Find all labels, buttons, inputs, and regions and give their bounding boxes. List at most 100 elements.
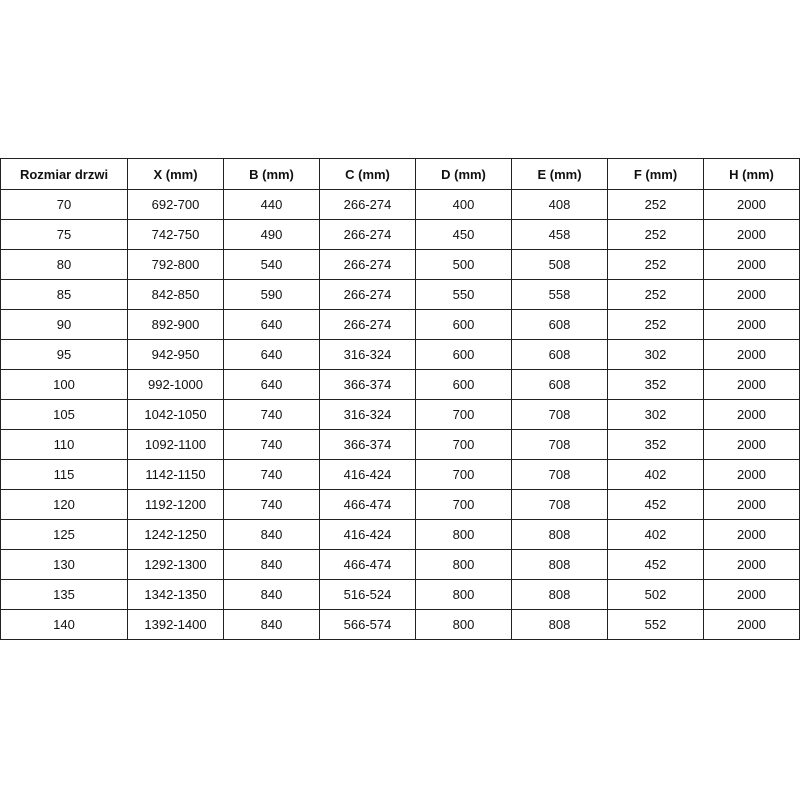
- table-cell: 400: [415, 189, 512, 220]
- header-cell: F (mm): [607, 158, 704, 190]
- table-cell: 640: [223, 309, 320, 340]
- table-cell: 450: [415, 219, 512, 250]
- table-cell: 740: [223, 429, 320, 460]
- table-row: 105 1042-1050 740 316-324 700 708 302 2000: [0, 399, 800, 430]
- table-cell: 792-800: [127, 249, 224, 280]
- table-cell: 2000: [703, 219, 800, 250]
- table-row: 120 1192-1200 740 466-474 700 708 452 2000: [0, 489, 800, 520]
- table-cell: 1092-1100: [127, 429, 224, 460]
- header-cell: D (mm): [415, 158, 512, 190]
- table-cell: 316-324: [319, 399, 416, 430]
- header-cell: C (mm): [319, 158, 416, 190]
- table-cell: 740: [223, 399, 320, 430]
- table-cell: 502: [607, 579, 704, 610]
- table-cell: 2000: [703, 369, 800, 400]
- table-cell: 100: [0, 369, 128, 400]
- table-cell: 800: [415, 549, 512, 580]
- table-cell: 692-700: [127, 189, 224, 220]
- table-cell: 1342-1350: [127, 579, 224, 610]
- table-cell: 640: [223, 369, 320, 400]
- table-cell: 640: [223, 339, 320, 370]
- table-cell: 800: [415, 609, 512, 640]
- table-cell: 302: [607, 399, 704, 430]
- table-cell: 2000: [703, 609, 800, 640]
- table-cell: 540: [223, 249, 320, 280]
- table-row: 130 1292-1300 840 466-474 800 808 452 2000: [0, 549, 800, 580]
- table-cell: 252: [607, 189, 704, 220]
- table-cell: 408: [511, 189, 608, 220]
- table-cell: 892-900: [127, 309, 224, 340]
- table-cell: 708: [511, 459, 608, 490]
- header-row: Rozmiar drzwi X (mm) B (mm) C (mm) D (mm) E (…: [0, 158, 800, 190]
- table-cell: 700: [415, 429, 512, 460]
- table-cell: 608: [511, 369, 608, 400]
- table-cell: 2000: [703, 489, 800, 520]
- table-cell: 840: [223, 549, 320, 580]
- table-cell: 1142-1150: [127, 459, 224, 490]
- table-cell: 800: [415, 519, 512, 550]
- table-cell: 266-274: [319, 309, 416, 340]
- table-cell: 252: [607, 279, 704, 310]
- table-row: 100 992-1000 640 366-374 600 608 352 2000: [0, 369, 800, 400]
- table-cell: 316-324: [319, 339, 416, 370]
- table-row: 80 792-800 540 266-274 500 508 252 2000: [0, 249, 800, 280]
- table-cell: 1292-1300: [127, 549, 224, 580]
- table-cell: 508: [511, 249, 608, 280]
- table-cell: 302: [607, 339, 704, 370]
- header-cell: X (mm): [127, 158, 224, 190]
- dimension-table: Rozmiar drzwi X (mm) B (mm) C (mm) D (mm) E (…: [0, 158, 800, 640]
- table-cell: 600: [415, 339, 512, 370]
- table-cell: 840: [223, 609, 320, 640]
- table-cell: 135: [0, 579, 128, 610]
- table-cell: 120: [0, 489, 128, 520]
- table-cell: 700: [415, 459, 512, 490]
- table-row: 70 692-700 440 266-274 400 408 252 2000: [0, 189, 800, 220]
- table-cell: 708: [511, 429, 608, 460]
- table-cell: 2000: [703, 279, 800, 310]
- table-cell: 2000: [703, 309, 800, 340]
- table-cell: 700: [415, 399, 512, 430]
- table-cell: 1242-1250: [127, 519, 224, 550]
- table-cell: 452: [607, 549, 704, 580]
- table-cell: 2000: [703, 189, 800, 220]
- header-cell: E (mm): [511, 158, 608, 190]
- table-cell: 2000: [703, 519, 800, 550]
- table-cell: 2000: [703, 549, 800, 580]
- table-cell: 700: [415, 489, 512, 520]
- table-cell: 2000: [703, 399, 800, 430]
- table-cell: 600: [415, 309, 512, 340]
- table-row: 95 942-950 640 316-324 600 608 302 2000: [0, 339, 800, 370]
- table-cell: 1192-1200: [127, 489, 224, 520]
- table-cell: 440: [223, 189, 320, 220]
- table-body: 70 692-700 440 266-274 400 408 252 2000 75 742-75…: [0, 189, 800, 640]
- table-cell: 366-374: [319, 429, 416, 460]
- table-cell: 2000: [703, 579, 800, 610]
- table-cell: 466-474: [319, 549, 416, 580]
- table-cell: 90: [0, 309, 128, 340]
- table-cell: 600: [415, 369, 512, 400]
- table-cell: 266-274: [319, 219, 416, 250]
- table-cell: 140: [0, 609, 128, 640]
- table-cell: 808: [511, 549, 608, 580]
- header-cell: B (mm): [223, 158, 320, 190]
- table-cell: 105: [0, 399, 128, 430]
- table-cell: 708: [511, 489, 608, 520]
- table-cell: 800: [415, 579, 512, 610]
- table-cell: 608: [511, 309, 608, 340]
- table-cell: 115: [0, 459, 128, 490]
- table-row: 125 1242-1250 840 416-424 800 808 402 2000: [0, 519, 800, 550]
- header-cell: H (mm): [703, 158, 800, 190]
- table-cell: 252: [607, 309, 704, 340]
- table-row: 110 1092-1100 740 366-374 700 708 352 2000: [0, 429, 800, 460]
- table-cell: 590: [223, 279, 320, 310]
- table-cell: 808: [511, 579, 608, 610]
- table-cell: 490: [223, 219, 320, 250]
- table-row: 85 842-850 590 266-274 550 558 252 2000: [0, 279, 800, 310]
- table-cell: 252: [607, 249, 704, 280]
- table-row: 140 1392-1400 840 566-574 800 808 552 2000: [0, 609, 800, 640]
- table-cell: 252: [607, 219, 704, 250]
- table-cell: 266-274: [319, 189, 416, 220]
- table-cell: 130: [0, 549, 128, 580]
- table-cell: 402: [607, 519, 704, 550]
